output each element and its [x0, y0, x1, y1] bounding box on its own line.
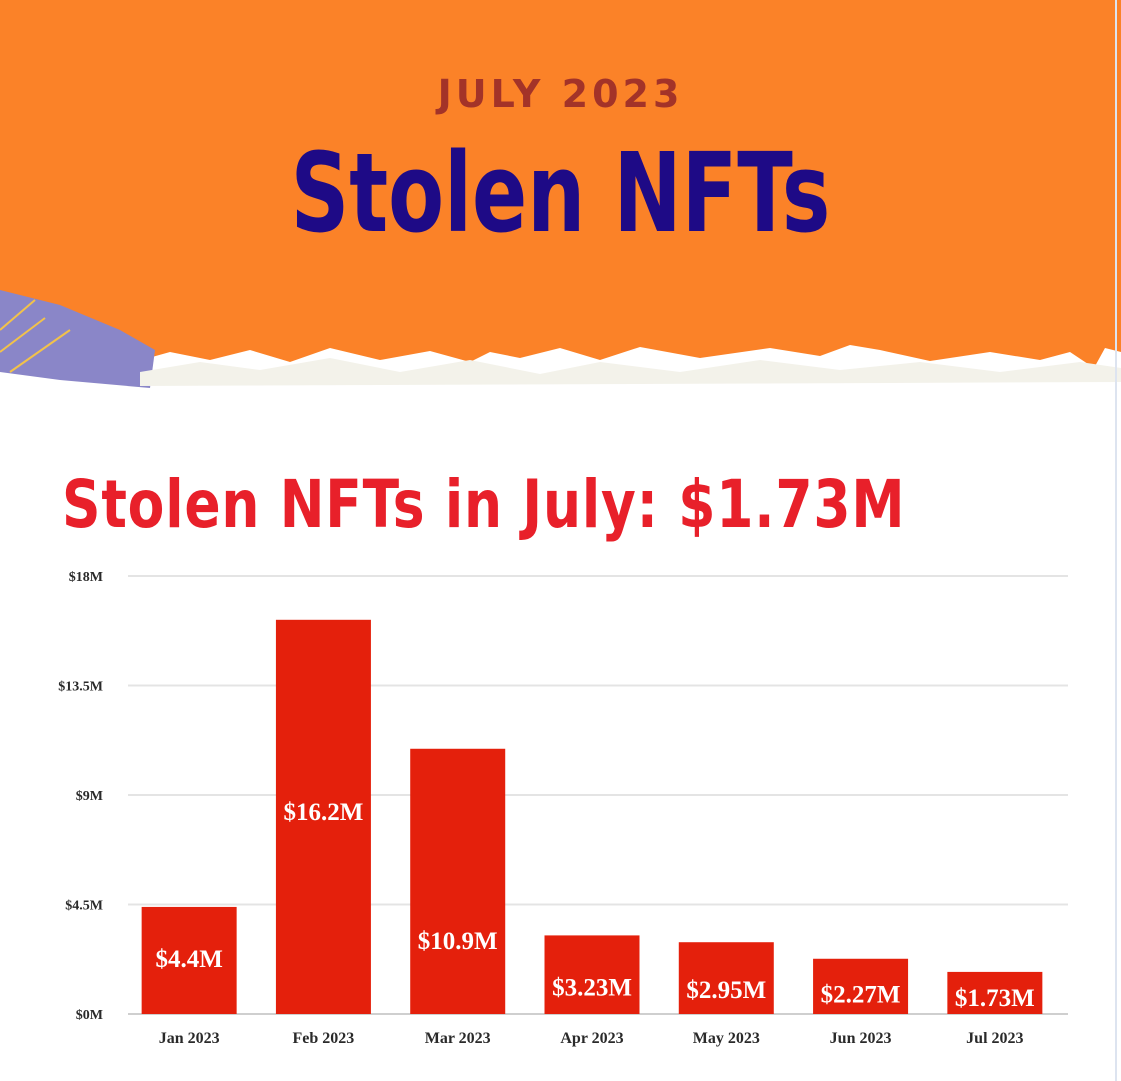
bar [947, 971, 1043, 1014]
x-tick-label: May 2023 [693, 1030, 760, 1047]
bar-value-label: $2.27M [821, 982, 901, 1009]
page-title: Stolen NFTs [290, 129, 831, 257]
y-tick-label: $13.5M [58, 680, 103, 695]
x-tick-label: Feb 2023 [293, 1030, 355, 1047]
bar [410, 748, 506, 1014]
y-tick-label: $4.5M [65, 899, 103, 914]
decor-brush-edge [140, 358, 1121, 386]
y-tick-label: $18M [69, 570, 103, 585]
bar-value-label: $1.73M [955, 985, 1035, 1012]
bar-value-label: $10.9M [418, 928, 498, 955]
x-tick-label: Jun 2023 [830, 1030, 892, 1047]
bar [813, 958, 909, 1014]
bar [544, 935, 640, 1014]
chart-title: Stolen NFTs in July: $1.73M [62, 466, 906, 543]
bar-value-label: $2.95M [686, 977, 766, 1004]
header-kicker: JULY 2023 [437, 72, 684, 116]
x-tick-label: Mar 2023 [425, 1030, 491, 1047]
page-edge-rule [1115, 0, 1117, 1081]
x-tick-label: Jan 2023 [159, 1030, 220, 1047]
x-tick-label: Apr 2023 [560, 1030, 623, 1047]
y-tick-label: $0M [76, 1008, 103, 1023]
bar [275, 619, 371, 1014]
decor-scribble-left [0, 299, 71, 373]
bar [141, 906, 237, 1014]
bar-value-label: $3.23M [552, 974, 632, 1001]
bar [678, 942, 774, 1014]
decor-purple-left [0, 290, 155, 388]
y-tick-label: $9M [76, 789, 103, 804]
x-tick-label: Jul 2023 [966, 1030, 1023, 1047]
banner-background [0, 0, 1121, 368]
bar-value-label: $4.4M [155, 946, 222, 973]
bar-value-label: $16.2M [283, 799, 363, 826]
header-banner [0, 0, 1121, 388]
